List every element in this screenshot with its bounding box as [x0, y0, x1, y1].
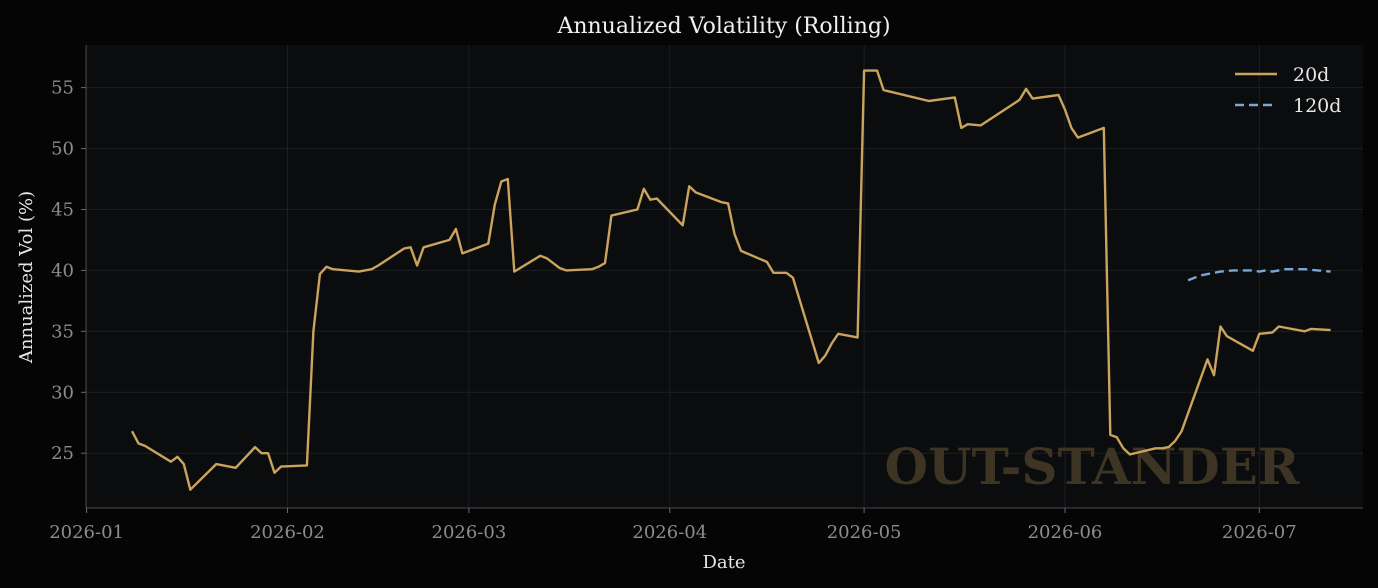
- series-layer: [130, 69, 1331, 491]
- legend-label-120d: 120d: [1293, 95, 1341, 117]
- y-tick-label: 45: [51, 200, 74, 221]
- x-tick-label: 2026-05: [827, 522, 902, 543]
- x-tick-label: 2026-01: [49, 522, 124, 543]
- legend-label-20d: 20d: [1293, 64, 1329, 86]
- x-axis-label: Date: [702, 552, 745, 573]
- y-tick-label: 55: [51, 78, 74, 99]
- legend: 20d 120d: [1235, 64, 1341, 117]
- chart-title: Annualized Volatility (Rolling): [556, 14, 890, 39]
- y-tick-label: 50: [51, 139, 74, 160]
- x-tick-label: 2026-07: [1222, 522, 1297, 543]
- plot-area: [86, 45, 1363, 508]
- y-axis-label: Annualized Vol (%): [16, 191, 37, 364]
- y-tick-label: 30: [51, 382, 74, 403]
- x-tick-label: 2026-06: [1028, 522, 1103, 543]
- y-ticks: 25 30 35 40 45 50 55: [51, 78, 86, 464]
- y-tick-label: 25: [51, 443, 74, 464]
- x-ticks: 2026-01 2026-02 2026-03 2026-04 2026-05 2026-…: [49, 508, 1297, 543]
- series-line-120d: [1187, 268, 1331, 282]
- series-line-20d: [130, 69, 1331, 491]
- x-tick-label: 2026-04: [632, 522, 707, 543]
- watermark: OUT-STANDER: [885, 437, 1300, 496]
- x-tick-label: 2026-03: [432, 522, 507, 543]
- y-tick-label: 35: [51, 321, 74, 342]
- x-tick-label: 2026-02: [250, 522, 325, 543]
- y-tick-label: 40: [51, 260, 74, 281]
